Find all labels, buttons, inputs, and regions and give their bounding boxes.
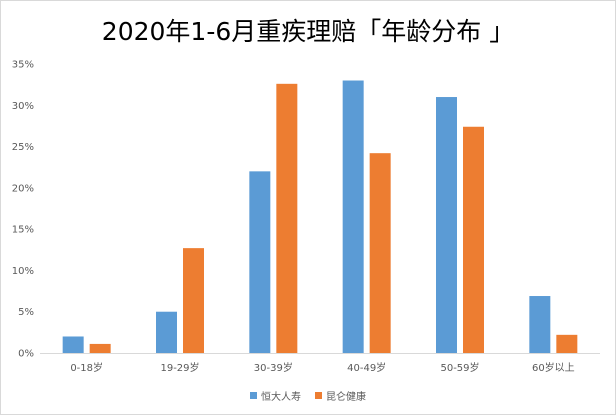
y-tick-label: 15% bbox=[12, 225, 34, 236]
y-tick-label: 20% bbox=[12, 183, 34, 194]
bar-0-0 bbox=[62, 336, 84, 353]
bar-1-0 bbox=[89, 343, 111, 353]
x-tick-label: 60岁以上 bbox=[532, 361, 575, 374]
legend: 恒大人寿 昆仑健康 bbox=[0, 388, 616, 403]
bar-0-4 bbox=[436, 97, 457, 354]
y-tick-label: 10% bbox=[12, 266, 34, 277]
bar-1-4 bbox=[463, 126, 484, 353]
bar-1-5 bbox=[556, 334, 578, 353]
chart-title: 2020年1-6月重疾理赔「年龄分布 」 bbox=[101, 17, 515, 46]
y-tick-label: 25% bbox=[12, 142, 34, 153]
bar-1-3 bbox=[369, 153, 391, 353]
y-tick-label: 30% bbox=[12, 101, 34, 112]
legend-item-series-0: 恒大人寿 bbox=[250, 388, 301, 403]
bar-0-2 bbox=[249, 171, 271, 353]
x-tick-label: 30-39岁 bbox=[254, 361, 293, 374]
x-tick-label: 0-18岁 bbox=[70, 361, 103, 374]
legend-label: 恒大人寿 bbox=[261, 392, 301, 403]
legend-label: 昆仑健康 bbox=[326, 392, 366, 403]
bar-0-3 bbox=[342, 80, 364, 353]
bar-1-2 bbox=[276, 83, 298, 354]
bar-1-1 bbox=[183, 248, 204, 353]
bar-0-1 bbox=[156, 311, 177, 353]
y-tick-label: 0% bbox=[18, 349, 34, 360]
legend-swatch bbox=[250, 392, 257, 399]
bar-0-5 bbox=[529, 296, 551, 353]
y-tick-label: 5% bbox=[18, 307, 34, 318]
x-tick-label: 40-49岁 bbox=[347, 361, 386, 374]
legend-item-series-1: 昆仑健康 bbox=[315, 388, 366, 403]
y-tick-label: 35% bbox=[12, 60, 34, 71]
x-tick-label: 19-29岁 bbox=[160, 361, 199, 374]
x-tick-label: 50-59岁 bbox=[440, 361, 479, 374]
legend-swatch bbox=[315, 392, 322, 399]
